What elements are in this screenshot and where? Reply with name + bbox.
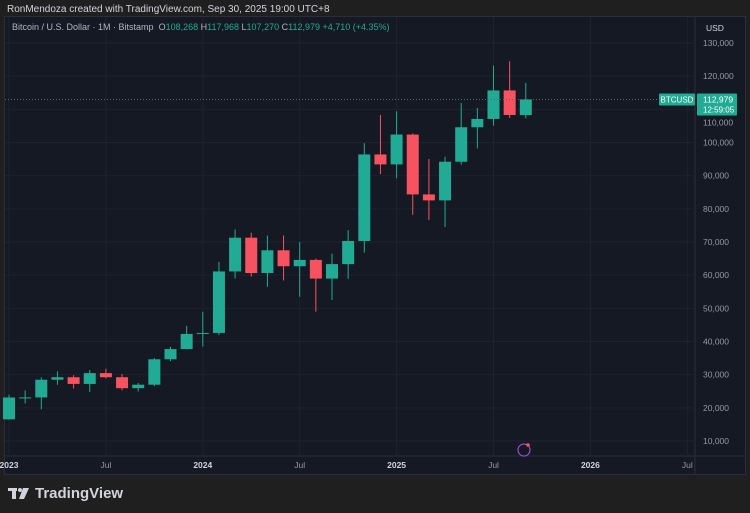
x-tick-label: Jul — [294, 460, 305, 470]
candle-body — [19, 397, 32, 399]
symbol-tag-text: BTCUSD — [661, 95, 694, 104]
symbol-tag — [659, 93, 695, 106]
tradingview-logo-icon — [8, 487, 29, 499]
close-label: C — [281, 22, 289, 32]
open-value: 108,268 — [165, 22, 199, 32]
tradingview-logo[interactable]: TradingView — [8, 485, 123, 502]
candle-body — [471, 118, 484, 128]
symbol-legend: Bitcoin / U.S. Dollar · 1M · Bitstamp O1… — [12, 22, 390, 32]
candle-body — [83, 373, 96, 384]
y-tick-label: 120,000 — [703, 71, 734, 81]
high-value: 117,968 — [207, 22, 240, 32]
candle-body — [164, 349, 177, 360]
candle-body — [180, 333, 193, 350]
candle-body — [390, 134, 403, 165]
candle-body — [196, 332, 209, 334]
candle-body — [309, 259, 322, 279]
y-tick-label: 30,000 — [703, 370, 729, 380]
candle-body — [261, 250, 274, 274]
y-tick-label: 90,000 — [703, 171, 729, 181]
y-tick-label: 70,000 — [703, 237, 729, 247]
y-tick-label: 60,000 — [703, 270, 729, 280]
candle-body — [212, 271, 225, 333]
candle-body — [342, 241, 355, 265]
candle-body — [229, 237, 242, 272]
y-tick-label: 10,000 — [703, 436, 729, 446]
x-tick-label: Jul — [488, 460, 499, 470]
candle-body — [455, 127, 468, 162]
low-label: L — [241, 22, 247, 32]
candle-body — [35, 379, 48, 398]
x-tick-label: 2023 — [0, 460, 19, 470]
y-tick-label: 130,000 — [703, 38, 734, 48]
close-value: 112,979 — [288, 22, 320, 32]
candle-body — [487, 90, 500, 119]
candle-body — [374, 154, 387, 165]
candle-body — [358, 154, 371, 242]
x-tick-label: 2024 — [193, 460, 212, 470]
candle-body — [116, 377, 129, 389]
candle-body — [326, 264, 338, 279]
candle-body — [67, 377, 80, 384]
y-tick-label: 110,000 — [703, 117, 733, 127]
y-tick-label: 100,000 — [703, 138, 734, 148]
x-tick-label: Jul — [100, 460, 111, 470]
candle-body — [277, 250, 290, 267]
chart-frame[interactable] — [4, 16, 746, 475]
candle-body — [51, 377, 64, 380]
y-tick-label: 50,000 — [703, 303, 729, 313]
x-tick-label: 2025 — [387, 460, 406, 470]
candle-body — [439, 161, 452, 201]
y-tick-label: 80,000 — [703, 204, 729, 214]
price-tag-value: 112,979 — [703, 94, 733, 104]
x-tick-label: 2026 — [581, 460, 600, 470]
credit-text: RonMendoza created with TradingView.com,… — [7, 4, 330, 15]
high-label: H — [200, 22, 208, 32]
currency-label[interactable]: USD — [706, 23, 724, 33]
brand-name: TradingView — [35, 485, 124, 502]
candle-body — [3, 397, 15, 420]
price-tag-countdown: 12:59:05 — [703, 105, 735, 114]
candle-body — [245, 237, 258, 274]
candle-body — [148, 359, 161, 385]
candle-body — [503, 90, 516, 115]
candle-body — [519, 99, 532, 116]
change-value: +4,710 (+4.35%) — [322, 22, 390, 32]
open-label: O — [158, 22, 166, 32]
candle-body — [132, 384, 145, 389]
candle-body — [406, 134, 419, 195]
event-dot-icon — [526, 443, 530, 447]
y-tick-label: 20,000 — [703, 403, 729, 413]
candle-body — [422, 194, 435, 201]
candle-body — [99, 373, 112, 378]
low-value: 107,270 — [246, 22, 280, 32]
candle-body — [293, 259, 306, 267]
x-tick-label: Jul — [682, 460, 693, 470]
lightning-event-icon[interactable] — [517, 443, 531, 457]
price-tag — [697, 93, 737, 116]
symbol-name[interactable]: Bitcoin / U.S. Dollar · 1M · Bitstamp — [12, 22, 154, 32]
y-tick-label: 40,000 — [703, 337, 729, 347]
